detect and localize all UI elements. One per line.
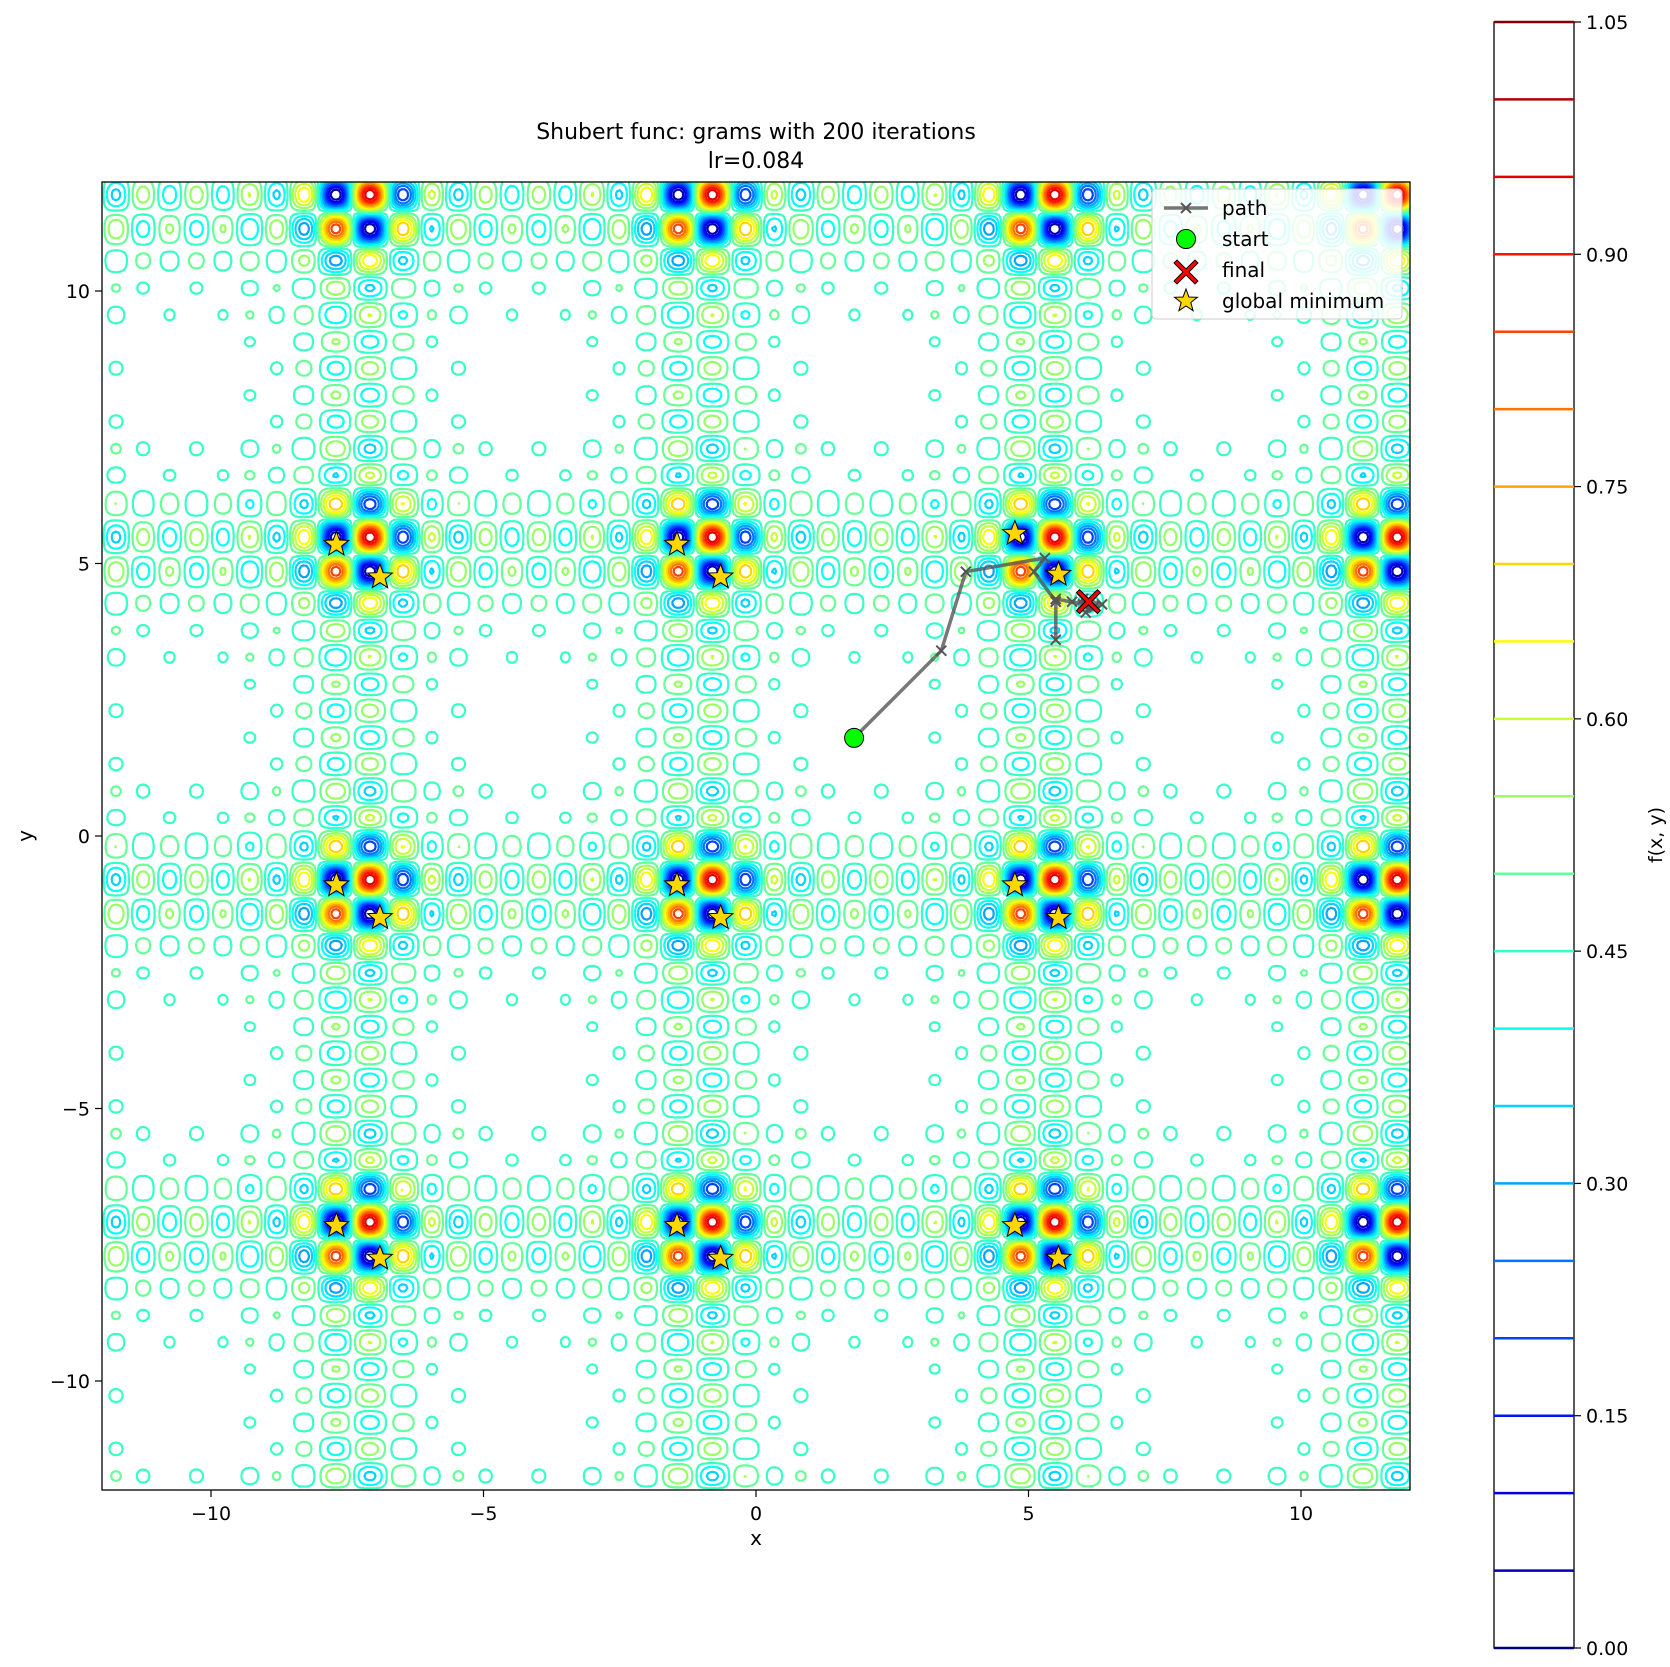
x-axis-label: x [750, 1526, 762, 1550]
path-point [935, 644, 948, 657]
colorbar-tick-label: 0.60 [1586, 709, 1628, 731]
colorbar-level-lines [1494, 20, 1574, 1650]
colorbar-tick-label: 0.30 [1586, 1173, 1628, 1195]
colorbar-tick-label: 0.90 [1586, 244, 1628, 266]
contour-level-5 [322, 182, 1410, 1270]
global-minimum-star [663, 1211, 691, 1238]
colorbar-frame [1493, 21, 1575, 1649]
x-tick-label: −10 [191, 1503, 231, 1525]
y-tick-label: −5 [62, 1099, 90, 1121]
global-minimum-star [706, 562, 735, 589]
contour-level-6 [298, 182, 1410, 1294]
global-minimum-star [706, 1243, 735, 1271]
contour-level-12 [247, 182, 1410, 1345]
colorbar-tick-label: 0.15 [1586, 1406, 1628, 1428]
contour-level-9 [102, 182, 1410, 1490]
global-minimum-star [322, 870, 351, 897]
global-minimum-star [366, 903, 394, 930]
global-minimum-star [1001, 519, 1029, 546]
global-minimum-star [1001, 1211, 1029, 1238]
start-marker [844, 727, 865, 748]
colorbar-tick-label: 1.05 [1586, 12, 1628, 34]
y-tick-label: 10 [66, 281, 90, 303]
path-point [1096, 598, 1108, 611]
path-point [960, 565, 972, 578]
legend-path-x-marker [1180, 202, 1192, 214]
final-marker [1075, 588, 1102, 615]
x-axis: −10 −5 0 5 10 [191, 1490, 1313, 1525]
y-axis: −10 −5 0 5 10 [50, 281, 102, 1393]
contour-level-18 [362, 186, 1406, 1230]
legend-global-minimum-swatch [1173, 287, 1199, 312]
legend-box [1151, 188, 1403, 320]
legend-label-global-minimum: global minimum [1222, 289, 1384, 313]
global-minimum-star [366, 1243, 394, 1271]
y-tick-label: 0 [78, 826, 90, 848]
path-point [1050, 595, 1062, 608]
global-minimum-star [1044, 903, 1073, 930]
chart-subtitle: lr=0.084 [708, 149, 805, 174]
plot-area [102, 182, 1410, 1490]
legend-start-swatch [1176, 229, 1196, 249]
colorbar-tick-label: 0.00 [1586, 1638, 1628, 1660]
legend-label-final: final [1222, 258, 1265, 282]
global-minimum-star [322, 529, 351, 557]
legend: path start final global minimum [1151, 188, 1403, 320]
y-tick-label: 5 [78, 554, 90, 576]
contour-level-10 [103, 182, 1410, 1489]
contour-level-11 [107, 182, 1410, 1485]
x-tick-label: 5 [1022, 1503, 1034, 1525]
global-minimum-star [322, 1211, 351, 1238]
y-axis-label: y [13, 830, 37, 842]
x-tick-label: 0 [750, 1503, 762, 1525]
path-point [1028, 565, 1040, 578]
global-minimum-star [1001, 870, 1029, 897]
x-tick-label: −5 [469, 1503, 497, 1525]
legend-final-swatch [1173, 259, 1199, 285]
global-minimum-star [706, 903, 735, 930]
global-minimum-star [1044, 1243, 1073, 1271]
colorbar-ticks: 0.00 0.15 0.30 0.45 0.60 0.75 0.90 1.05 [1574, 12, 1628, 1660]
global-minimum-star [1044, 559, 1073, 587]
x-tick-label: 10 [1289, 1503, 1313, 1525]
path-point [1050, 593, 1062, 605]
plot-background [102, 182, 1410, 1490]
colorbar: 0.00 0.15 0.30 0.45 0.60 0.75 0.90 1.05 f(x, y) [1493, 12, 1667, 1660]
legend-label-path: path [1222, 196, 1267, 220]
global-minimum-star [663, 529, 691, 557]
colorbar-label: f(x, y) [1645, 807, 1667, 863]
global-minimum-star [663, 870, 691, 897]
legend-label-start: start [1222, 227, 1269, 251]
chart-title: Shubert func: grams with 200 iterations [536, 120, 976, 145]
path-point [1039, 552, 1051, 564]
colorbar-tick-label: 0.45 [1586, 941, 1628, 963]
marker-layer [322, 519, 1102, 1271]
colorbar-tick-label: 0.75 [1586, 477, 1628, 499]
contour-level-19 [364, 188, 1404, 1228]
contour-level-1 [329, 188, 1404, 1263]
path-point [1050, 634, 1062, 646]
y-tick-label: −10 [50, 1371, 90, 1393]
path-point [1066, 595, 1078, 608]
global-minimum-star [366, 562, 394, 589]
